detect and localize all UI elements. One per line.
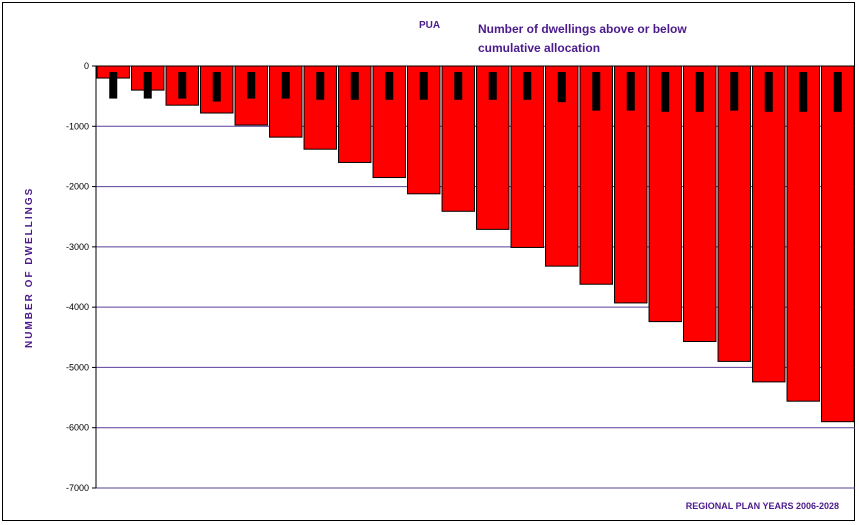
x-axis-label: REGIONAL PLAN YEARS 2006-2028 xyxy=(685,501,839,511)
bar xyxy=(730,72,739,111)
bar xyxy=(247,72,256,99)
bar xyxy=(419,72,428,100)
bar xyxy=(717,65,751,362)
bar xyxy=(350,72,359,100)
bar xyxy=(695,72,704,112)
bar xyxy=(385,72,394,100)
bar xyxy=(454,72,463,100)
bar xyxy=(786,65,820,402)
bar xyxy=(752,65,786,383)
bar xyxy=(833,72,842,112)
bar xyxy=(281,72,290,99)
bar xyxy=(592,72,601,111)
y-tick-label: -4000 xyxy=(66,302,89,312)
bar xyxy=(488,72,497,100)
chart-title: Number of dwellings above or below cumul… xyxy=(478,22,687,55)
bar xyxy=(212,72,221,102)
y-tick-label: -2000 xyxy=(66,182,89,192)
y-tick-label: -5000 xyxy=(66,362,89,372)
y-tick-label: -6000 xyxy=(66,423,89,433)
bar xyxy=(557,72,566,103)
bar xyxy=(683,65,717,343)
bar xyxy=(626,72,635,111)
bar xyxy=(799,72,808,112)
y-tick-label: -3000 xyxy=(66,242,89,252)
bar xyxy=(178,72,187,99)
bar xyxy=(109,72,118,99)
bar xyxy=(661,72,670,112)
chart-tag: PUA xyxy=(419,20,441,31)
bar xyxy=(316,72,325,100)
y-tick-label: 0 xyxy=(84,61,89,71)
bar xyxy=(821,65,855,423)
bar xyxy=(764,72,773,112)
y-tick-label: -1000 xyxy=(66,121,89,131)
bar xyxy=(143,72,152,99)
bar xyxy=(523,72,532,100)
y-tick-label: -7000 xyxy=(66,483,89,493)
